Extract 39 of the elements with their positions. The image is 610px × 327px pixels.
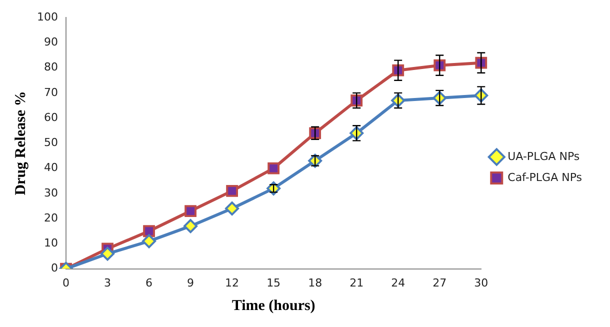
x-axis-title: Time (hours): [232, 298, 316, 314]
point: [392, 64, 404, 76]
point: [266, 181, 281, 196]
x-tick-label: 12: [225, 276, 240, 290]
y-tick-label: 40: [44, 161, 58, 174]
x-tick-label: 3: [104, 276, 112, 290]
y-tick-label: 50: [44, 136, 58, 150]
point: [143, 225, 155, 238]
point: [226, 184, 238, 197]
y-tick-label: 20: [44, 211, 58, 224]
y-tick-label: 100: [36, 10, 58, 24]
point: [475, 56, 488, 69]
y-tick-label: 80: [44, 60, 58, 74]
x-tick-label: 0: [62, 276, 70, 290]
point: [434, 59, 446, 72]
y-tick-label: 30: [44, 186, 58, 200]
x-tick-label: 27: [432, 276, 447, 290]
x-tick-label: 21: [350, 276, 364, 290]
y-tick-label: 70: [44, 86, 58, 99]
x-tick-label: 9: [187, 276, 194, 290]
y-tick-label: 10: [44, 236, 58, 250]
point: [100, 246, 115, 261]
point: [142, 234, 156, 248]
legend-label: Caf-PLGA NPs: [508, 170, 582, 184]
x-tick-label: 6: [146, 276, 153, 290]
point: [308, 154, 322, 168]
y-tick-label: 0: [50, 262, 58, 275]
y-axis-title: Drug Release %: [12, 91, 29, 196]
point: [225, 202, 240, 216]
x-tick-label: 15: [266, 276, 281, 290]
point: [268, 162, 280, 174]
legend-label: UA-PLGA NPs: [508, 150, 580, 163]
x-tick-label: 30: [474, 276, 488, 290]
x-tick-label: 24: [391, 276, 406, 290]
x-tick-label: 18: [308, 276, 322, 290]
point: [184, 205, 196, 217]
point: [184, 219, 198, 234]
y-tick-label: 60: [44, 110, 58, 124]
y-tick-label: 90: [44, 36, 58, 49]
